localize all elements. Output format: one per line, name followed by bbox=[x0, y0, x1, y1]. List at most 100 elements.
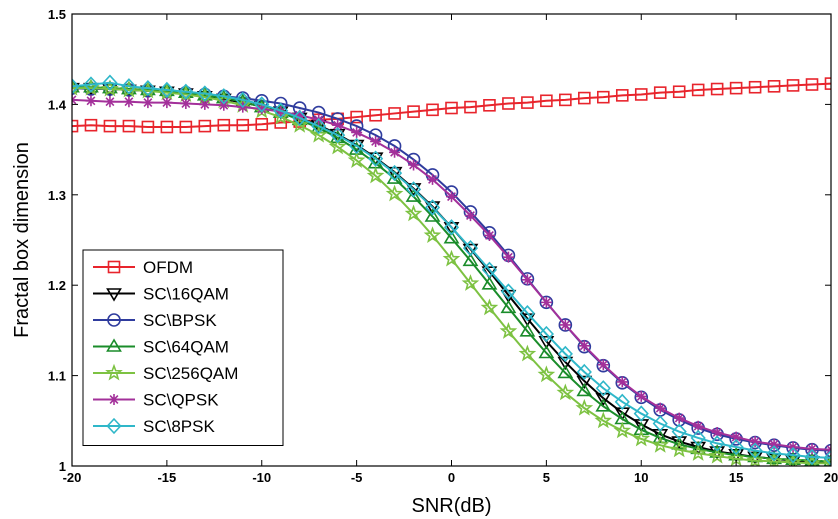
data-point bbox=[198, 119, 212, 133]
data-point bbox=[521, 274, 533, 286]
data-point bbox=[480, 298, 499, 316]
data-point bbox=[442, 249, 461, 267]
data-point bbox=[72, 78, 80, 95]
data-point bbox=[748, 80, 762, 94]
data-point bbox=[502, 251, 514, 263]
data-point bbox=[405, 188, 422, 202]
data-point bbox=[483, 229, 495, 241]
data-point bbox=[559, 93, 572, 107]
series-sc-8psk bbox=[72, 74, 831, 466]
data-point bbox=[635, 390, 647, 402]
x-tick-label: -20 bbox=[63, 470, 82, 485]
data-point bbox=[557, 356, 574, 371]
legend-label: SC\QPSK bbox=[143, 391, 219, 410]
legend-swatch-marker bbox=[107, 260, 121, 274]
data-point bbox=[350, 110, 363, 124]
legend-label: SC\64QAM bbox=[143, 338, 229, 357]
legend-label: SC\256QAM bbox=[143, 364, 238, 383]
data-point bbox=[672, 85, 686, 99]
data-point bbox=[141, 120, 155, 134]
data-point bbox=[386, 164, 403, 182]
legend-entry: SC\QPSK bbox=[93, 391, 219, 410]
legend-entry: OFDM bbox=[93, 258, 193, 277]
legend-swatch-marker bbox=[106, 417, 122, 435]
data-point bbox=[309, 125, 328, 143]
data-point bbox=[104, 96, 116, 108]
data-point bbox=[423, 226, 442, 243]
data-point bbox=[464, 100, 477, 114]
data-point bbox=[405, 183, 422, 197]
data-point bbox=[595, 380, 611, 397]
data-point bbox=[730, 431, 742, 443]
data-point bbox=[558, 318, 573, 332]
legend-entry: SC\BPSK bbox=[93, 311, 217, 330]
legend-swatch-marker bbox=[106, 338, 122, 352]
data-point bbox=[101, 79, 119, 97]
data-point bbox=[768, 438, 780, 450]
legend-box bbox=[82, 249, 284, 446]
data-point bbox=[142, 97, 154, 109]
data-point bbox=[443, 219, 460, 236]
data-point bbox=[500, 299, 517, 314]
data-point bbox=[121, 78, 137, 95]
data-point bbox=[784, 453, 802, 466]
data-point bbox=[404, 204, 423, 222]
data-point bbox=[389, 146, 401, 158]
data-point bbox=[311, 117, 327, 135]
data-point bbox=[388, 107, 401, 120]
data-point bbox=[746, 451, 764, 466]
data-point bbox=[216, 88, 232, 105]
data-point bbox=[804, 448, 820, 466]
data-point bbox=[407, 105, 420, 118]
legend-entry: SC\8PSK bbox=[93, 417, 215, 436]
data-point bbox=[332, 119, 344, 131]
data-point bbox=[159, 81, 175, 99]
data-point bbox=[235, 91, 251, 109]
data-point bbox=[634, 88, 648, 101]
legend: OFDM SC\16QAM SC\BPSK SC\64QAM SC\256QAM SC\Q… bbox=[82, 249, 284, 446]
data-point bbox=[594, 411, 613, 429]
data-point bbox=[576, 382, 593, 397]
data-point bbox=[483, 99, 496, 112]
data-point bbox=[540, 94, 553, 108]
y-tick-label: 1.4 bbox=[48, 97, 67, 112]
data-point bbox=[445, 101, 458, 115]
data-point bbox=[347, 151, 366, 168]
legend-entry: SC\256QAM bbox=[93, 363, 238, 383]
data-point bbox=[537, 365, 556, 383]
axes: -20 -15 -10 -5 0 5 10 15 20 1 1.1 1.2 1.3 1.4 1.5 SNR(d… bbox=[11, 7, 838, 517]
x-tick-label: -10 bbox=[252, 470, 271, 485]
data-point bbox=[518, 344, 537, 362]
data-point bbox=[576, 363, 592, 381]
data-point bbox=[349, 137, 365, 155]
data-point bbox=[271, 107, 290, 125]
data-point bbox=[692, 420, 704, 432]
y-tick-label: 1.5 bbox=[48, 7, 66, 22]
data-point bbox=[539, 295, 554, 310]
data-point bbox=[140, 79, 156, 97]
x-tick-label: 15 bbox=[729, 470, 743, 485]
data-point bbox=[633, 421, 650, 436]
data-point bbox=[83, 76, 99, 93]
data-point bbox=[385, 184, 404, 202]
series-sc-256qam bbox=[72, 78, 831, 466]
data-point bbox=[160, 120, 174, 134]
data-point bbox=[217, 118, 231, 132]
data-point bbox=[273, 102, 289, 119]
data-point bbox=[595, 398, 612, 412]
data-point bbox=[481, 261, 498, 279]
y-axis-label: Fractal box dimension bbox=[11, 142, 33, 338]
data-point bbox=[614, 393, 630, 410]
legend-label: SC\BPSK bbox=[143, 311, 217, 330]
data-point bbox=[443, 230, 460, 244]
legend-label: SC\16QAM bbox=[143, 285, 229, 304]
series-layer bbox=[72, 74, 831, 466]
x-tick-label: 10 bbox=[634, 470, 648, 485]
data-point bbox=[653, 86, 667, 99]
data-point bbox=[178, 83, 194, 100]
data-point bbox=[654, 402, 666, 414]
data-point bbox=[749, 436, 761, 448]
data-point bbox=[766, 445, 782, 462]
data-point bbox=[370, 135, 382, 147]
data-point bbox=[556, 383, 575, 401]
